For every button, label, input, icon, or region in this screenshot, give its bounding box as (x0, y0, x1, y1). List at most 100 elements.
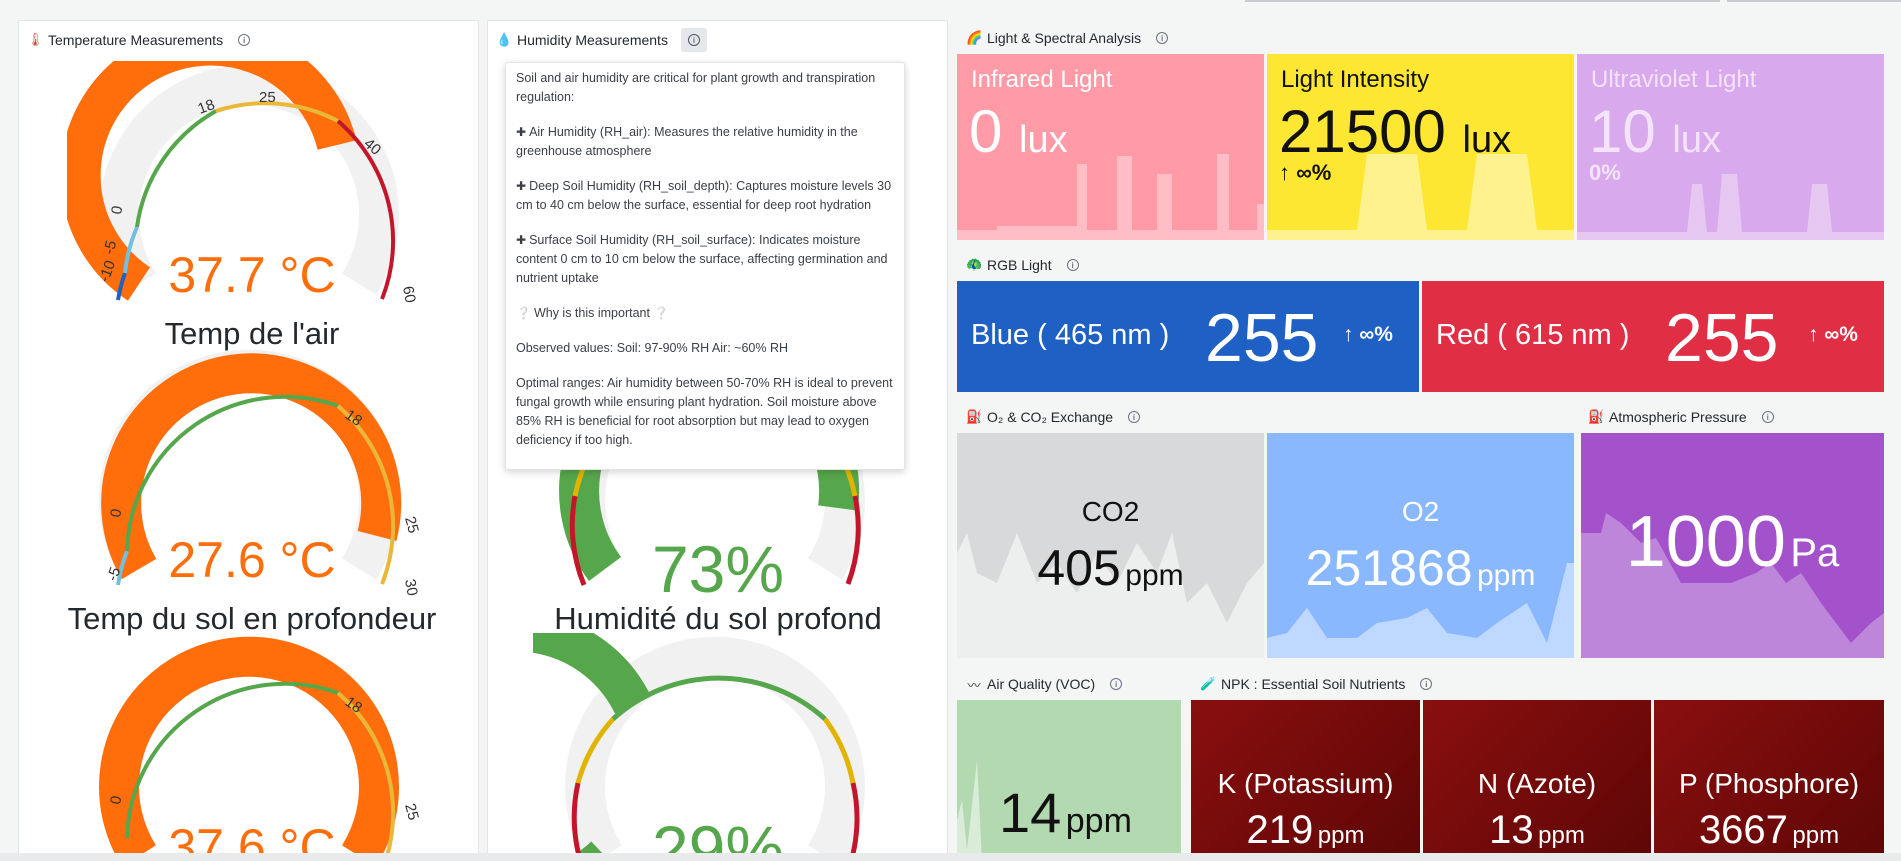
tile-number: 21500 (1279, 98, 1446, 165)
gauge-arc: -10 -5 0 18 25 40 60 (60, 25, 419, 304)
o2-tile: O2 251868 ppm (1267, 433, 1574, 658)
sparkline (1581, 513, 1884, 658)
tooltip-air-text: Air Humidity (RH_air): Measures the rela… (516, 125, 858, 158)
panel-title: NPK : Essential Soil Nutrients (1221, 676, 1406, 692)
top-toolbar-stub (1245, 0, 1720, 2)
tooltip-optimal: Optimal ranges: Air humidity between 50-… (516, 376, 893, 447)
tile-unit: ppm (1065, 802, 1132, 840)
info-icon[interactable]: i (1066, 259, 1079, 271)
tile-value: 219 ppm (1191, 808, 1420, 853)
tile-title: O2 (1401, 496, 1440, 527)
panel-title: Temperature Measurements (48, 32, 224, 48)
npk-potassium-tile: K (Potassium) 219 ppm (1191, 700, 1420, 861)
sparkline (1267, 563, 1574, 658)
sparkline (957, 154, 1264, 240)
info-icon[interactable]: i (680, 28, 707, 52)
tile-title: P (Phosphore) (1678, 768, 1860, 799)
infrared-light-tile: Infrared Light 0 lux (957, 54, 1264, 240)
info-icon[interactable]: i (1156, 32, 1169, 44)
tile-unit: ppm (1317, 822, 1365, 849)
tick-label: -10 (96, 258, 119, 284)
tile-title: K (Potassium) (1217, 768, 1394, 799)
question-icon: ❔ (516, 306, 531, 320)
tick-label: 0 (107, 795, 125, 806)
sparkline (1267, 154, 1574, 240)
info-icon[interactable]: i (1128, 411, 1141, 423)
gauge-deep-soil-temp: -5 0 18 25 30 27.6 °C Temp du sol en pro… (67, 346, 437, 646)
humidity-info-tooltip: Soil and air humidity are critical for p… (505, 62, 905, 470)
bottom-scrollbar[interactable] (0, 853, 1901, 861)
tooltip-deep-text: Deep Soil Humidity (RH_soil_depth): Capt… (516, 179, 892, 212)
co2-tile: CO2 405 ppm (957, 433, 1264, 658)
tooltip-why-text: Why is this important (533, 306, 650, 320)
temperature-panel: 🌡 Temperature Measurements i -10 -5 0 18… (18, 20, 479, 855)
tile-value: 251868 ppm (1267, 539, 1574, 597)
tick-label: 25 (401, 515, 422, 536)
tile-value: 3667 ppm (1654, 808, 1884, 853)
tick-label: 30 (401, 578, 421, 597)
ultraviolet-light-tile: Ultraviolet Light 10 lux 0% (1577, 54, 1884, 240)
voc-panel-header: 〰 Air Quality (VOC) i (966, 671, 1123, 697)
panel-title: Humidity Measurements (517, 32, 668, 48)
gauge-value: 37.6 °C (168, 819, 336, 855)
rgb-icon: 🦚 (966, 257, 983, 273)
info-icon[interactable]: i (1761, 411, 1774, 423)
tooltip-intro: Soil and air humidity are critical for p… (516, 71, 876, 104)
tile-number: 219 (1246, 808, 1314, 852)
tick-label: 0 (107, 508, 125, 519)
tile-number: 0 (969, 98, 1003, 165)
gauge-value: 27.6 °C (168, 532, 336, 588)
info-icon[interactable]: i (1420, 678, 1433, 690)
gauge-value: 73% (651, 532, 785, 606)
tile-delta: ↑ ∞% (1343, 323, 1393, 346)
tile-title: N (Azote) (1477, 768, 1597, 799)
rainbow-icon: 🌈 (966, 30, 983, 46)
tile-unit: lux (1462, 119, 1512, 161)
tile-delta: 0% (1589, 160, 1621, 185)
tile-unit: ppm (1792, 822, 1840, 849)
tile-number: 10 (1589, 98, 1656, 165)
thermometer-icon: 🌡 (27, 32, 44, 48)
tile-unit: Pa (1790, 531, 1840, 575)
panel-title: Light & Spectral Analysis (987, 30, 1142, 46)
tooltip-surface-text: Surface Soil Humidity (RH_soil_surface):… (516, 233, 888, 285)
gauge-surface-soil-temp: 0 18 25 37.6 °C (67, 633, 437, 855)
fog-icon: 〰 (967, 678, 981, 694)
panel-title: RGB Light (987, 257, 1052, 273)
tile-title: Infrared Light (971, 66, 1113, 93)
gas-icon: ⛽ (966, 409, 983, 425)
tile-number: 251868 (1305, 540, 1473, 596)
npk-phosphorus-tile: P (Phosphore) 3667 ppm (1654, 700, 1884, 861)
tile-unit: lux (1672, 119, 1721, 161)
panel-title: Air Quality (VOC) (987, 676, 1096, 692)
info-icon[interactable]: i (238, 34, 251, 46)
npk-panel-header: 🧪 NPK : Essential Soil Nutrients i (1200, 671, 1433, 697)
panel-title: Atmospheric Pressure (1609, 409, 1747, 425)
tile-number: 1000 (1625, 502, 1786, 582)
light-panel-header: 🌈 Light & Spectral Analysis i (966, 25, 1169, 51)
tick-label: -5 (104, 565, 125, 583)
pressure-panel-header: ⛽ Atmospheric Pressure i (1588, 404, 1774, 430)
tick-label: 0 (108, 205, 126, 216)
info-icon[interactable]: i (1110, 678, 1123, 690)
pressure-icon: ⛽ (1588, 409, 1605, 425)
droplet-icon: 💧 (496, 32, 513, 48)
tile-value: 10 lux (1589, 102, 1721, 162)
tick-label: 18 (342, 693, 365, 716)
tick-label: 25 (259, 89, 276, 106)
tile-value: 0 lux (969, 102, 1068, 162)
gauge-arc (488, 611, 865, 854)
sparkline (957, 533, 1264, 658)
tile-value: 1000 Pa (1581, 501, 1884, 583)
tile-unit: lux (1019, 119, 1068, 161)
npk-nitrogen-tile: N (Azote) 13 ppm (1423, 700, 1651, 861)
tooltip-why: ❔ Why is this important ❔ (516, 304, 894, 323)
blue-light-tile: Blue ( 465 nm ) 255 ↑ ∞% (957, 281, 1419, 392)
gauge-air-temp: -10 -5 0 18 25 40 60 37.7 °C Temp de l'a… (60, 25, 437, 361)
gauge-surface-soil-humidity: 29% (488, 611, 903, 854)
tile-value: 255 (1205, 300, 1319, 376)
tooltip-surface: ✚ Surface Soil Humidity (RH_soil_surface)… (516, 231, 894, 288)
tile-unit: ppm (1476, 559, 1536, 592)
tile-number: 13 (1489, 808, 1534, 852)
gas-panel-header: ⛽ O₂ & CO₂ Exchange i (966, 404, 1141, 430)
